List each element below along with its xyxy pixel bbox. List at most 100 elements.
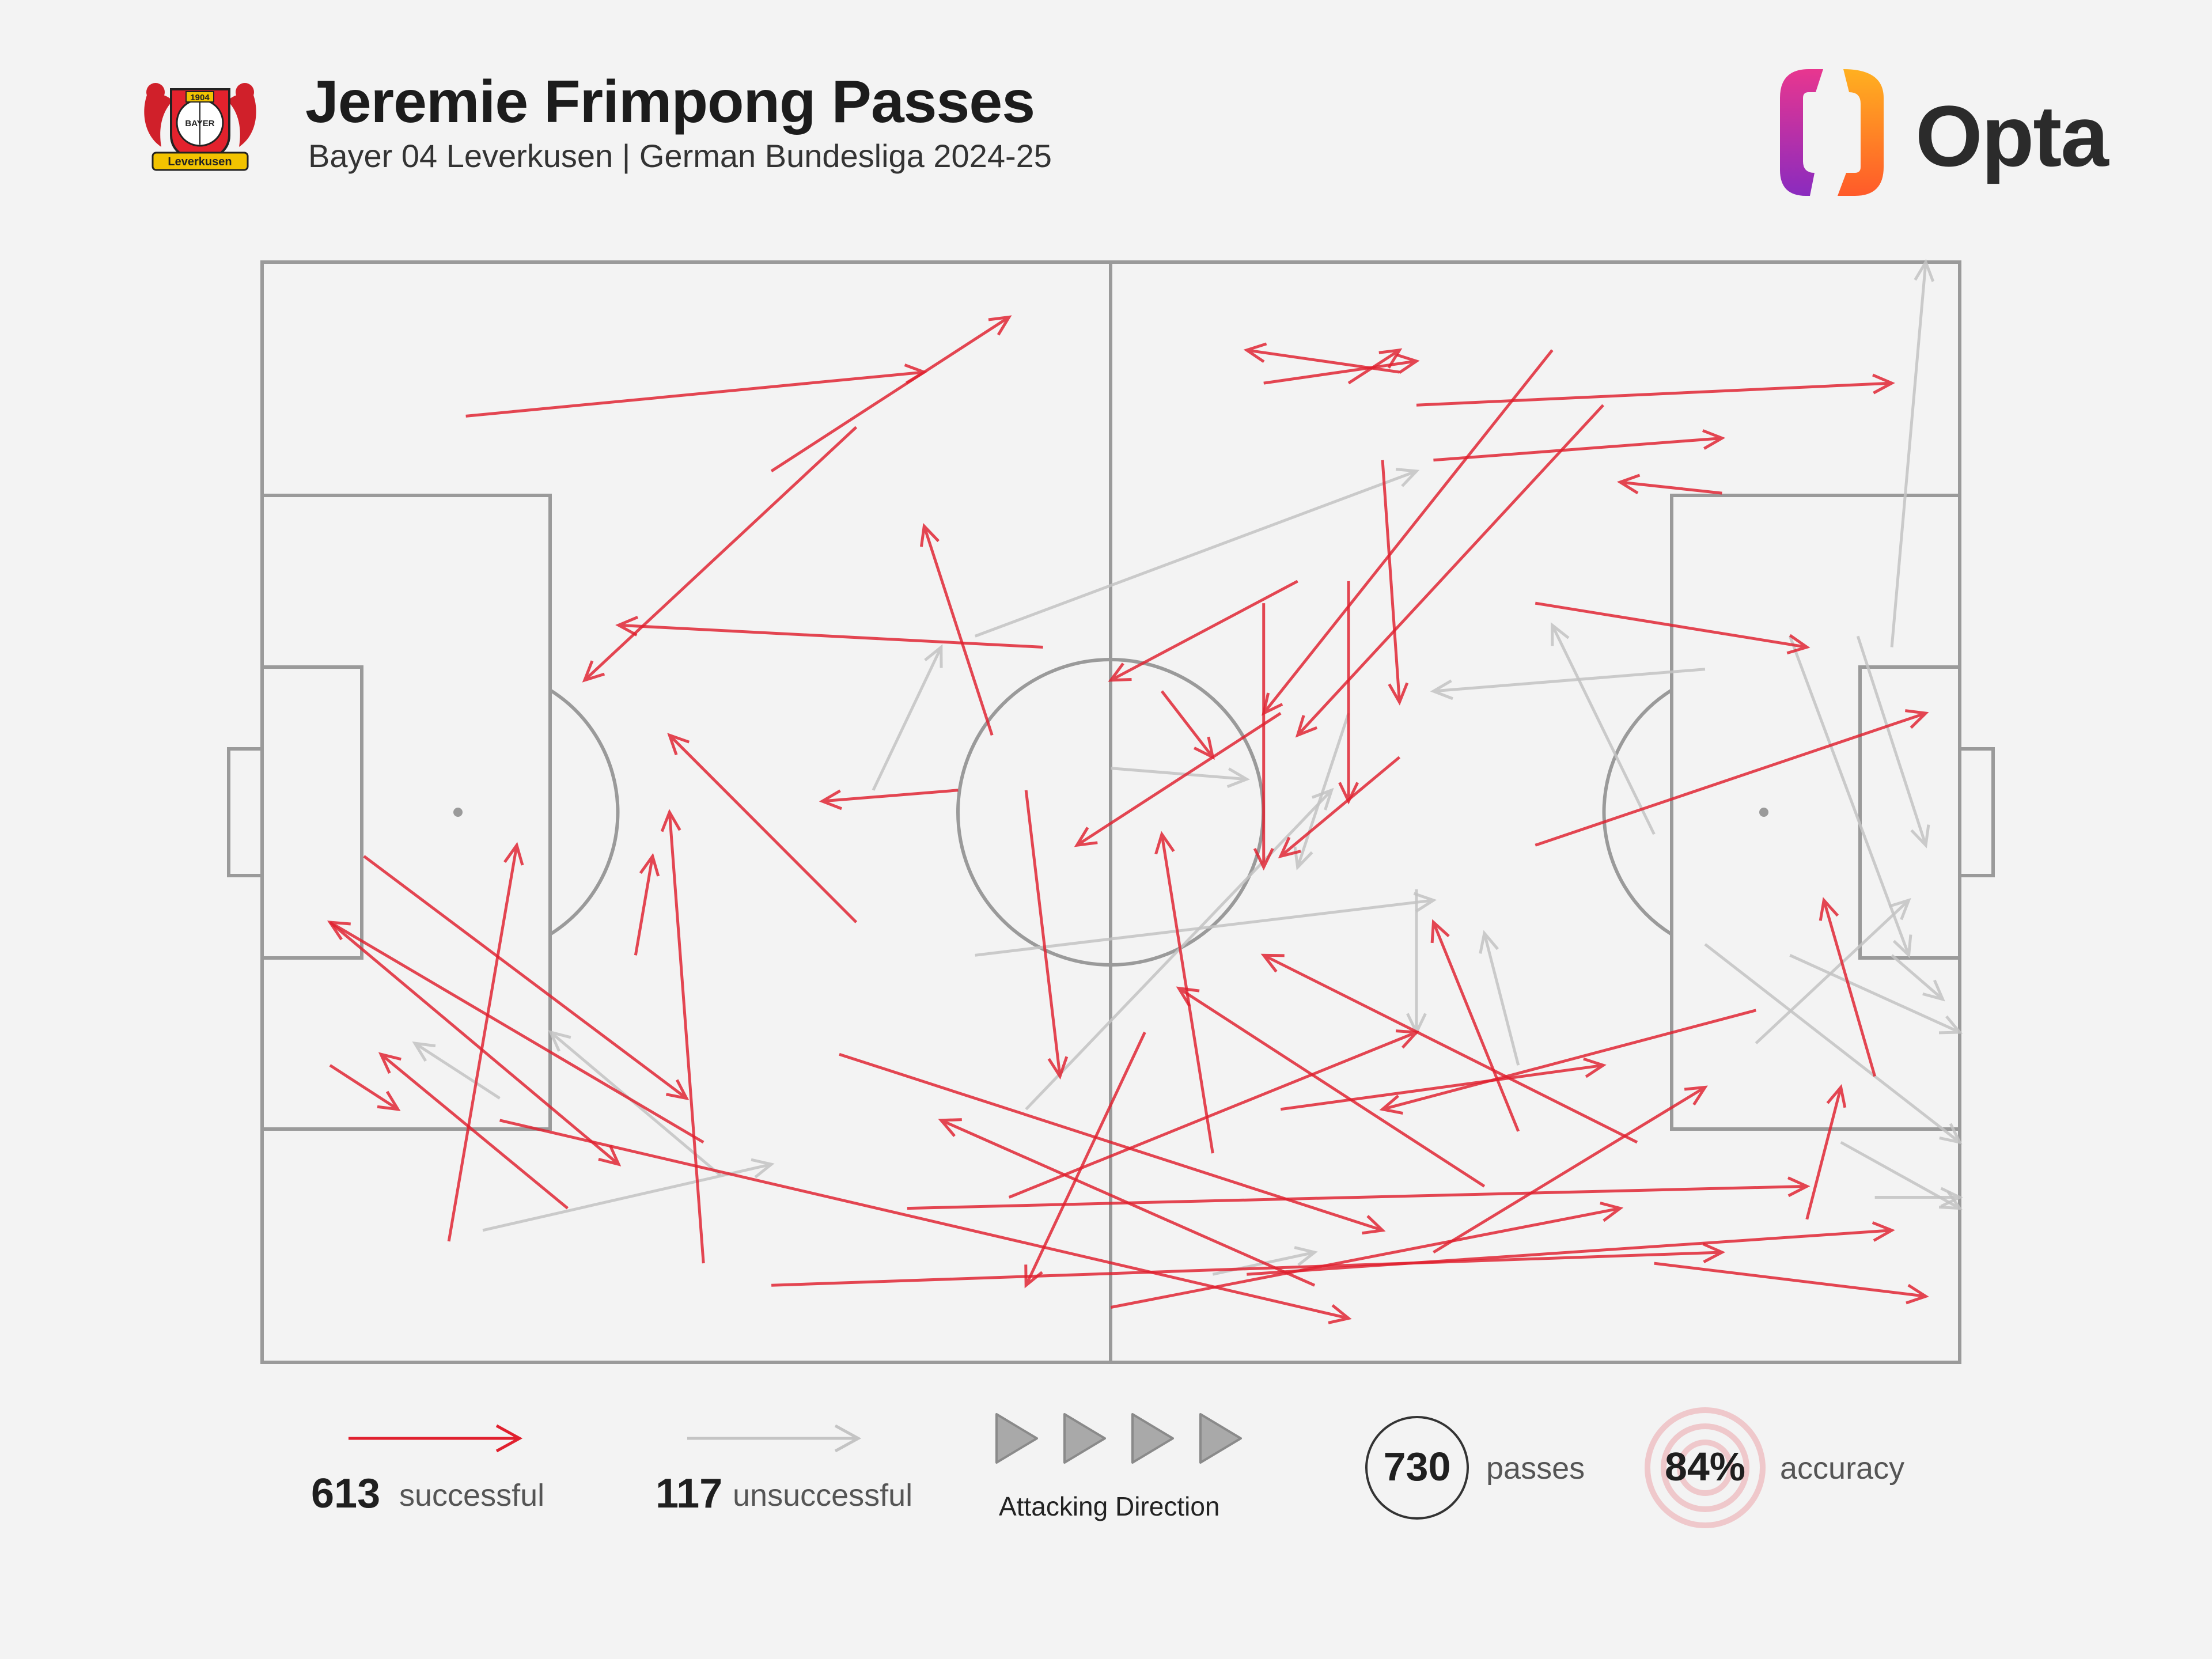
left-penalty-area (260, 494, 552, 1131)
successful-pass-31 (1154, 831, 1214, 1154)
passes-stat-ring (1365, 1416, 1469, 1520)
successful-pass-15 (1295, 404, 1604, 738)
successful-pass-46 (378, 1052, 569, 1210)
successful-pass-38 (907, 1176, 1810, 1210)
legend-successful-arrow (349, 1424, 523, 1453)
successful-pass-47 (1433, 1085, 1708, 1254)
successful-pass-36 (499, 1119, 1352, 1324)
unsuccessful-pass-2 (1111, 767, 1250, 789)
left-penalty-arc (549, 688, 620, 936)
successful-pass-5 (1074, 712, 1282, 847)
successful-pass-17 (1381, 460, 1409, 706)
right-penalty-spot (1759, 808, 1768, 817)
successful-pass-22 (1024, 790, 1069, 1080)
successful-pass-3 (615, 616, 1043, 649)
unsuccessful-pass-13 (1755, 897, 1911, 1044)
successful-pass-40 (1247, 1221, 1895, 1276)
successful-pass-48 (1260, 953, 1638, 1144)
unsuccessful-pass-6 (1479, 930, 1520, 1066)
successful-pass-30 (667, 733, 858, 923)
successful-pass-19 (1535, 709, 1929, 847)
unsuccessful-pass-12 (1704, 943, 1963, 1145)
unsuccessful-label: unsuccessful (733, 1478, 913, 1513)
unsuccessful-pass-21 (1891, 954, 1945, 1002)
unsuccessful-pass-0 (974, 468, 1420, 638)
unsuccessful-pass-3 (1025, 787, 1334, 1111)
unsuccessful-pass-20 (412, 1041, 501, 1100)
successful-pass-16 (1108, 579, 1298, 682)
successful-pass-10 (1263, 353, 1420, 385)
pitch-lines (227, 260, 1995, 1364)
successful-pass-45 (327, 921, 704, 1144)
attacking-direction-label: Attacking Direction (999, 1491, 1220, 1521)
chart-title: Jeremie Frimpong Passes (305, 69, 1035, 135)
successful-count: 613 (311, 1471, 381, 1517)
successful-pass-33 (1805, 1084, 1847, 1220)
successful-pass-25 (329, 921, 622, 1166)
successful-pass-35 (1654, 1262, 1929, 1305)
accuracy-target-icon (1645, 1407, 1766, 1528)
successful-pass-32 (1430, 919, 1520, 1132)
successful-pass-37 (771, 1243, 1726, 1287)
accuracy-label: accuracy (1780, 1451, 1905, 1486)
successful-pass-49 (1379, 1009, 1757, 1115)
successful-pass-34 (1819, 897, 1877, 1077)
passes-label: passes (1486, 1451, 1585, 1486)
unsuccessful-pass-4 (482, 1158, 775, 1232)
successful-pass-51 (938, 1118, 1316, 1287)
unsuccessful-pass-11 (1789, 954, 1963, 1035)
unsuccessful-pass-18 (975, 892, 1437, 957)
successful-pass-21 (1160, 690, 1215, 760)
right-penalty-arc (1602, 688, 1673, 936)
successful-pass-29 (660, 809, 705, 1264)
successful-pass-12 (1433, 429, 1726, 462)
successful-pass-6 (1253, 603, 1274, 871)
successful-pass-26 (363, 855, 690, 1101)
unsuccessful-pass-15 (1874, 1187, 1963, 1208)
successful-passes (327, 315, 1929, 1324)
successful-pass-39 (1111, 1202, 1624, 1309)
successful-pass-7 (819, 789, 959, 810)
unsuccessful-pass-10 (1890, 259, 1935, 647)
right-goal (1958, 747, 1995, 877)
legend-unsuccessful-arrow (687, 1424, 862, 1453)
unsuccessful-pass-16 (1430, 668, 1706, 700)
unsuccessful-count: 117 (656, 1471, 723, 1517)
unsuccessful-pass-9 (1856, 635, 1930, 849)
successful-label: successful (399, 1478, 545, 1513)
unsuccessful-pass-1 (872, 644, 943, 791)
unsuccessful-pass-7 (1551, 622, 1656, 835)
successful-pass-41 (1008, 1029, 1420, 1199)
successful-pass-44 (839, 1052, 1386, 1235)
successful-pass-20 (1535, 601, 1810, 655)
club-crest-logo: 1904 BAYER Leverkusen (144, 83, 256, 171)
passes-count: 730 (1383, 1444, 1451, 1489)
chart-subtitle: Bayer 04 Leverkusen | German Bundesliga … (308, 138, 1052, 174)
left-six-yard-box (260, 665, 363, 960)
successful-pass-2 (582, 426, 858, 683)
opta-logo (1780, 69, 1884, 196)
left-penalty-spot (453, 808, 463, 817)
successful-pass-50 (1024, 1031, 1146, 1289)
successful-pass-11 (1416, 373, 1895, 407)
accuracy-value: 84% (1664, 1444, 1746, 1489)
unsuccessful-passes (412, 259, 1963, 1276)
successful-pass-14 (1262, 349, 1554, 716)
left-goal (227, 747, 264, 877)
unsuccessful-pass-17 (1293, 713, 1350, 870)
successful-pass-27 (447, 842, 524, 1242)
successful-pass-42 (1280, 1057, 1607, 1111)
crest-year: 1904 (190, 93, 210, 103)
successful-pass-13 (1616, 474, 1722, 495)
attacking-direction-arrows (995, 1413, 1242, 1464)
successful-pass-0 (465, 363, 928, 418)
crest-banner: Leverkusen (168, 156, 232, 168)
successful-pass-43 (1176, 986, 1486, 1188)
successful-pass-1 (770, 315, 1012, 472)
successful-pass-4 (919, 522, 994, 736)
unsuccessful-pass-8 (1788, 635, 1912, 959)
successful-pass-23 (1278, 756, 1401, 859)
successful-pass-28 (634, 853, 660, 956)
opta-wordmark: Opta (1915, 88, 2109, 184)
